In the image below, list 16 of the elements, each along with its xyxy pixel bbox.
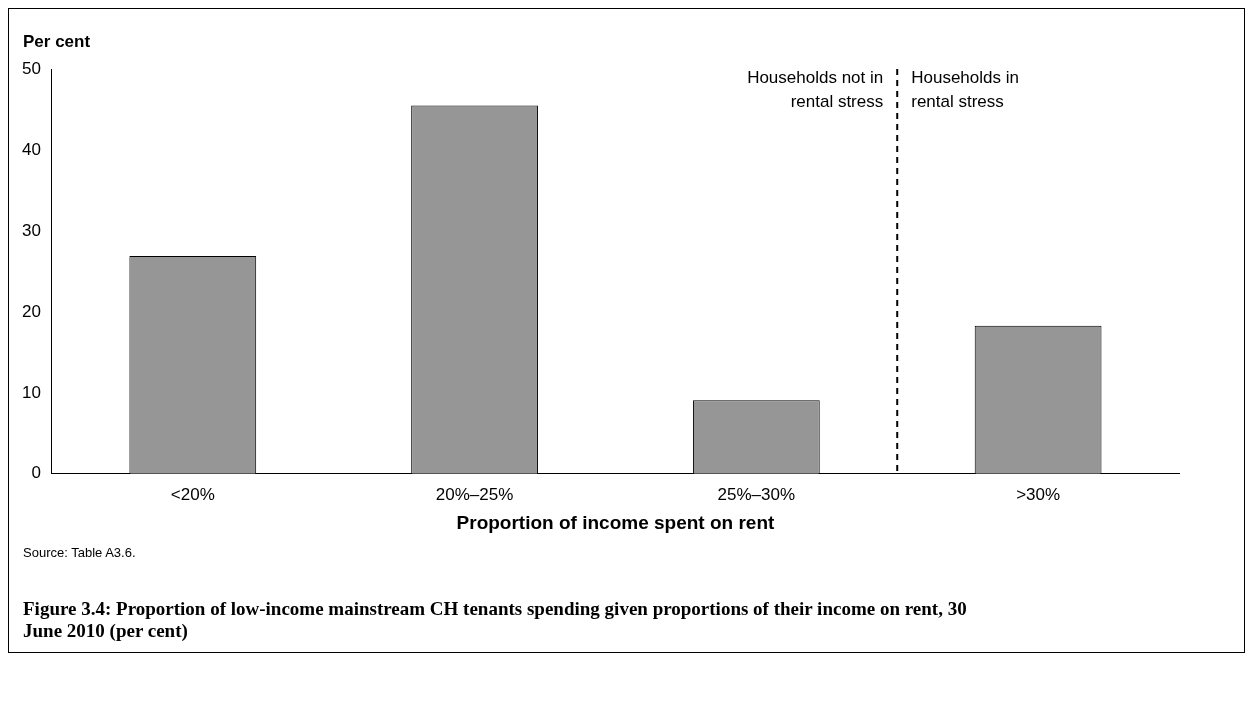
x-tick-label: 25%–30% <box>717 484 796 504</box>
y-tick-label: 0 <box>31 463 41 483</box>
y-tick-label: 10 <box>21 382 41 402</box>
x-axis-title: Proportion of income spent on rent <box>456 511 775 533</box>
y-tick-label: 40 <box>21 139 41 159</box>
annotation: Households not in rental stress <box>747 68 884 111</box>
y-axis-title: Per cent <box>23 32 91 51</box>
source-note: Source: Table A3.6. <box>23 545 137 560</box>
y-tick-label: 30 <box>21 220 41 240</box>
text: Figure 3.4: Proportion of low-income mainstream CH tenants spending given proportions of their income on rent, 30 June 2010 (per cent) <box>23 598 968 642</box>
annotation: Households in rental stress <box>911 68 1019 111</box>
y-tick-label: 20 <box>21 301 41 321</box>
x-tick-label: 20%–25% <box>435 484 514 504</box>
x-tick-label: >30% <box>1016 484 1061 504</box>
y-tick-label: 50 <box>21 58 41 78</box>
x-tick-label: <20% <box>170 484 215 504</box>
